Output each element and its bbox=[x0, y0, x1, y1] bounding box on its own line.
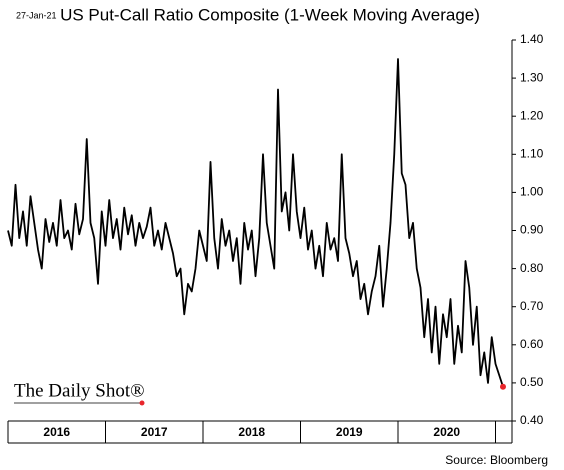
y-tick-label: 0.40 bbox=[520, 413, 544, 427]
y-tick-label: 1.20 bbox=[520, 108, 544, 122]
last-point bbox=[500, 383, 506, 390]
y-tick-label: 0.90 bbox=[520, 223, 544, 237]
source: Source: Bloomberg bbox=[445, 453, 548, 467]
x-tick-label: 2018 bbox=[238, 425, 265, 439]
y-tick-label: 0.50 bbox=[520, 375, 544, 389]
x-tick-label: 2016 bbox=[43, 425, 70, 439]
date-label: 27-Jan-21 bbox=[16, 10, 57, 20]
logo-dot bbox=[139, 400, 145, 406]
y-tick-label: 1.40 bbox=[520, 32, 544, 46]
y-tick-label: 1.30 bbox=[520, 70, 544, 84]
chart-title: US Put-Call Ratio Composite (1-Week Movi… bbox=[60, 5, 480, 24]
y-tick-label: 0.80 bbox=[520, 261, 544, 275]
y-tick-label: 0.60 bbox=[520, 337, 544, 351]
line bbox=[7, 58, 504, 387]
x-tick-label: 2019 bbox=[336, 425, 363, 439]
y-tick-label: 1.10 bbox=[520, 146, 544, 160]
logo: The Daily Shot® bbox=[14, 380, 145, 401]
x-tick-label: 2020 bbox=[433, 425, 460, 439]
y-tick-label: 1.00 bbox=[520, 185, 544, 199]
y-tick-label: 0.70 bbox=[520, 299, 544, 313]
x-tick-label: 2017 bbox=[141, 425, 168, 439]
